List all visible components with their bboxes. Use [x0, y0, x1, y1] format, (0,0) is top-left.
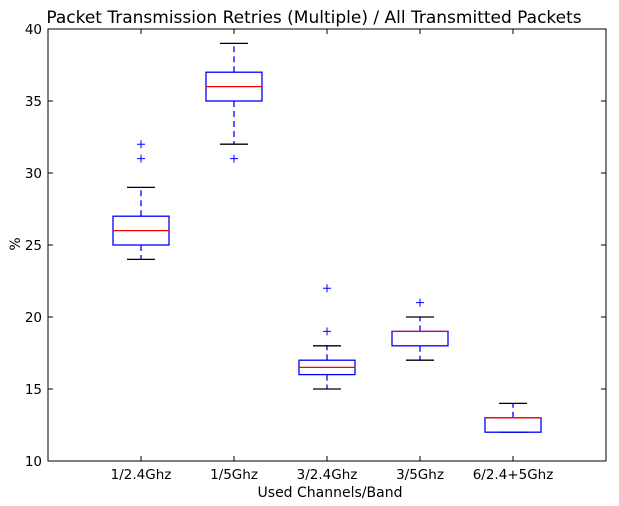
plot-area: 10 15 20 25 30 35 40 1/2.4Ghz 1/5Ghz 3/2.4Ghz 3/5G…	[25, 22, 607, 483]
y-axis-label: %	[8, 237, 24, 250]
chart-title: Packet Transmission Retries (Multiple) /…	[46, 8, 581, 28]
y-tick-label: 40	[25, 22, 42, 38]
y-tick-label: 20	[25, 310, 42, 326]
outlier-point	[416, 298, 424, 307]
y-tick-label: 25	[25, 238, 42, 254]
y-tick-label: 30	[25, 166, 42, 182]
box	[484, 417, 542, 433]
x-axis-label: Used Channels/Band	[258, 485, 403, 501]
outlier-point	[230, 154, 238, 163]
box	[391, 330, 449, 347]
y-tick-label: 35	[25, 94, 42, 110]
outlier-point	[137, 140, 145, 149]
outlier-point	[323, 327, 331, 336]
x-tick-label: 6/2.4+5Ghz	[473, 467, 554, 483]
x-tick-label: 3/5Ghz	[396, 467, 444, 483]
x-tick-label: 1/2.4Ghz	[111, 467, 172, 483]
y-tick-label: 10	[25, 454, 42, 470]
x-tick-label: 3/2.4Ghz	[297, 467, 358, 483]
y-tick-label: 15	[25, 382, 42, 398]
x-tick-label: 1/5Ghz	[210, 467, 258, 483]
outlier-point	[323, 284, 331, 293]
outlier-point	[137, 154, 145, 163]
